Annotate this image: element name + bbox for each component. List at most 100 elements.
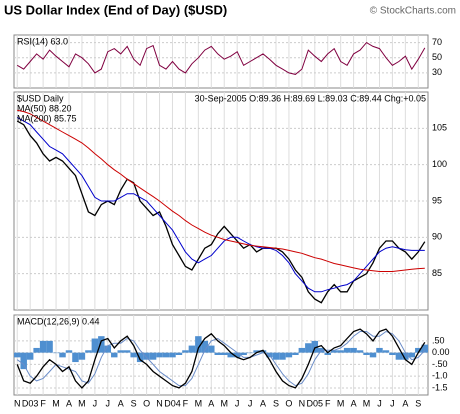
x-tick-label: M (363, 398, 371, 408)
histogram-bar (227, 352, 234, 358)
histogram-bar (240, 352, 247, 355)
histogram-bar (123, 350, 131, 353)
histogram-bar (324, 352, 331, 355)
histogram-bar (279, 352, 286, 360)
x-tick-label: D04 (164, 398, 181, 408)
series-line (16, 120, 426, 304)
histogram-bar (350, 347, 357, 353)
histogram-bar (382, 350, 390, 353)
legend-entry: MACD(12,26,9) 0.44 (17, 316, 100, 326)
histogram-bar (72, 352, 79, 363)
x-tick-label: M (52, 398, 60, 408)
histogram-bar (311, 340, 319, 353)
x-tick-label: J (235, 398, 240, 408)
x-tick-label: N (299, 398, 306, 408)
histogram-bar (111, 352, 118, 358)
histogram-bar (253, 350, 260, 353)
histogram-bar (298, 347, 306, 353)
histogram-bar (98, 336, 105, 353)
x-tick-label: A (351, 398, 357, 408)
y-tick-label: 30 (432, 67, 442, 77)
y-tick-label: -1.5 (432, 382, 448, 392)
histogram-bar (201, 340, 209, 353)
histogram-bar (337, 350, 344, 353)
histogram-bar (363, 352, 370, 355)
annotation: 30-Sep-2005 O:89.36 H:89.69 L:89.03 C:89… (195, 93, 426, 103)
x-tick-label: A (118, 398, 124, 408)
histogram-bar (130, 352, 137, 358)
histogram-bar (188, 345, 196, 353)
y-tick-label: -.50 (432, 359, 448, 369)
panel (13, 91, 429, 311)
y-tick-label: 95 (432, 195, 442, 205)
y-tick-label: 90 (432, 232, 442, 242)
histogram-bar (39, 340, 47, 353)
y-tick-label: 85 (432, 268, 442, 278)
x-tick-label: A (208, 398, 214, 408)
x-tick-label: O (285, 398, 292, 408)
histogram-bar (20, 352, 27, 370)
series-line (16, 328, 426, 389)
y-tick-label: .50 (432, 335, 445, 345)
histogram-bar (169, 352, 176, 358)
histogram-bar (402, 352, 409, 360)
histogram-bar (292, 352, 299, 355)
legend-entry: MA(200) 85.75 (17, 113, 77, 123)
histogram-bar (195, 336, 202, 353)
legend-entry: RSI(14) 63.0 (17, 36, 68, 46)
histogram-bar (369, 352, 377, 358)
x-tick-label: J (93, 398, 98, 408)
histogram-bar (389, 352, 396, 355)
x-tick-label: S (273, 398, 279, 408)
histogram-bar (208, 345, 215, 353)
y-tick-label: 50 (432, 52, 442, 62)
x-tick-label: A (66, 398, 72, 408)
y-tick-label: 0.00 (432, 347, 450, 357)
histogram-bar (156, 352, 163, 358)
histogram-bar (59, 352, 66, 358)
histogram-bar (117, 350, 124, 353)
histogram-bar (415, 347, 422, 353)
histogram-bar (285, 352, 293, 358)
histogram-bar (343, 347, 351, 353)
x-tick-label: F (325, 398, 331, 408)
x-tick-label: J (377, 398, 382, 408)
histogram-bar (85, 350, 92, 353)
x-tick-label: M (78, 398, 86, 408)
y-tick-label: 100 (432, 159, 447, 169)
histogram-bar (221, 352, 228, 355)
x-tick-label: J (106, 398, 111, 408)
histogram-bar (272, 352, 280, 360)
x-tick-label: O (143, 398, 150, 408)
histogram-bar (136, 352, 144, 363)
histogram-bar (26, 352, 34, 360)
x-tick-label: A (260, 398, 266, 408)
histogram-bar (104, 345, 112, 353)
y-tick-label: 70 (432, 37, 442, 47)
histogram-bar (175, 352, 183, 355)
x-tick-label: M (220, 398, 228, 408)
x-tick-label: D05 (307, 398, 324, 408)
x-tick-label: D03 (22, 398, 39, 408)
histogram-bar (91, 338, 99, 353)
histogram-bar (395, 352, 403, 360)
x-tick-label: M (195, 398, 203, 408)
x-tick-label: N (14, 398, 21, 408)
x-tick-label: N (156, 398, 163, 408)
histogram-bar (14, 352, 21, 358)
legend-entry: MA(50) 88.20 (17, 103, 72, 113)
series-line (16, 330, 426, 387)
x-tick-label: S (415, 398, 421, 408)
series-line (16, 41, 426, 75)
histogram-bar (214, 352, 221, 355)
panel (13, 34, 429, 89)
series-line (16, 116, 425, 293)
histogram-bar (246, 352, 254, 354)
histogram-bar (330, 350, 338, 353)
x-tick-label: S (131, 398, 137, 408)
histogram-bar (143, 352, 150, 360)
chart-title: US Dollar Index (End of Day) ($USD) (4, 2, 227, 17)
histogram-bar (162, 352, 170, 358)
x-tick-label: F (183, 398, 189, 408)
